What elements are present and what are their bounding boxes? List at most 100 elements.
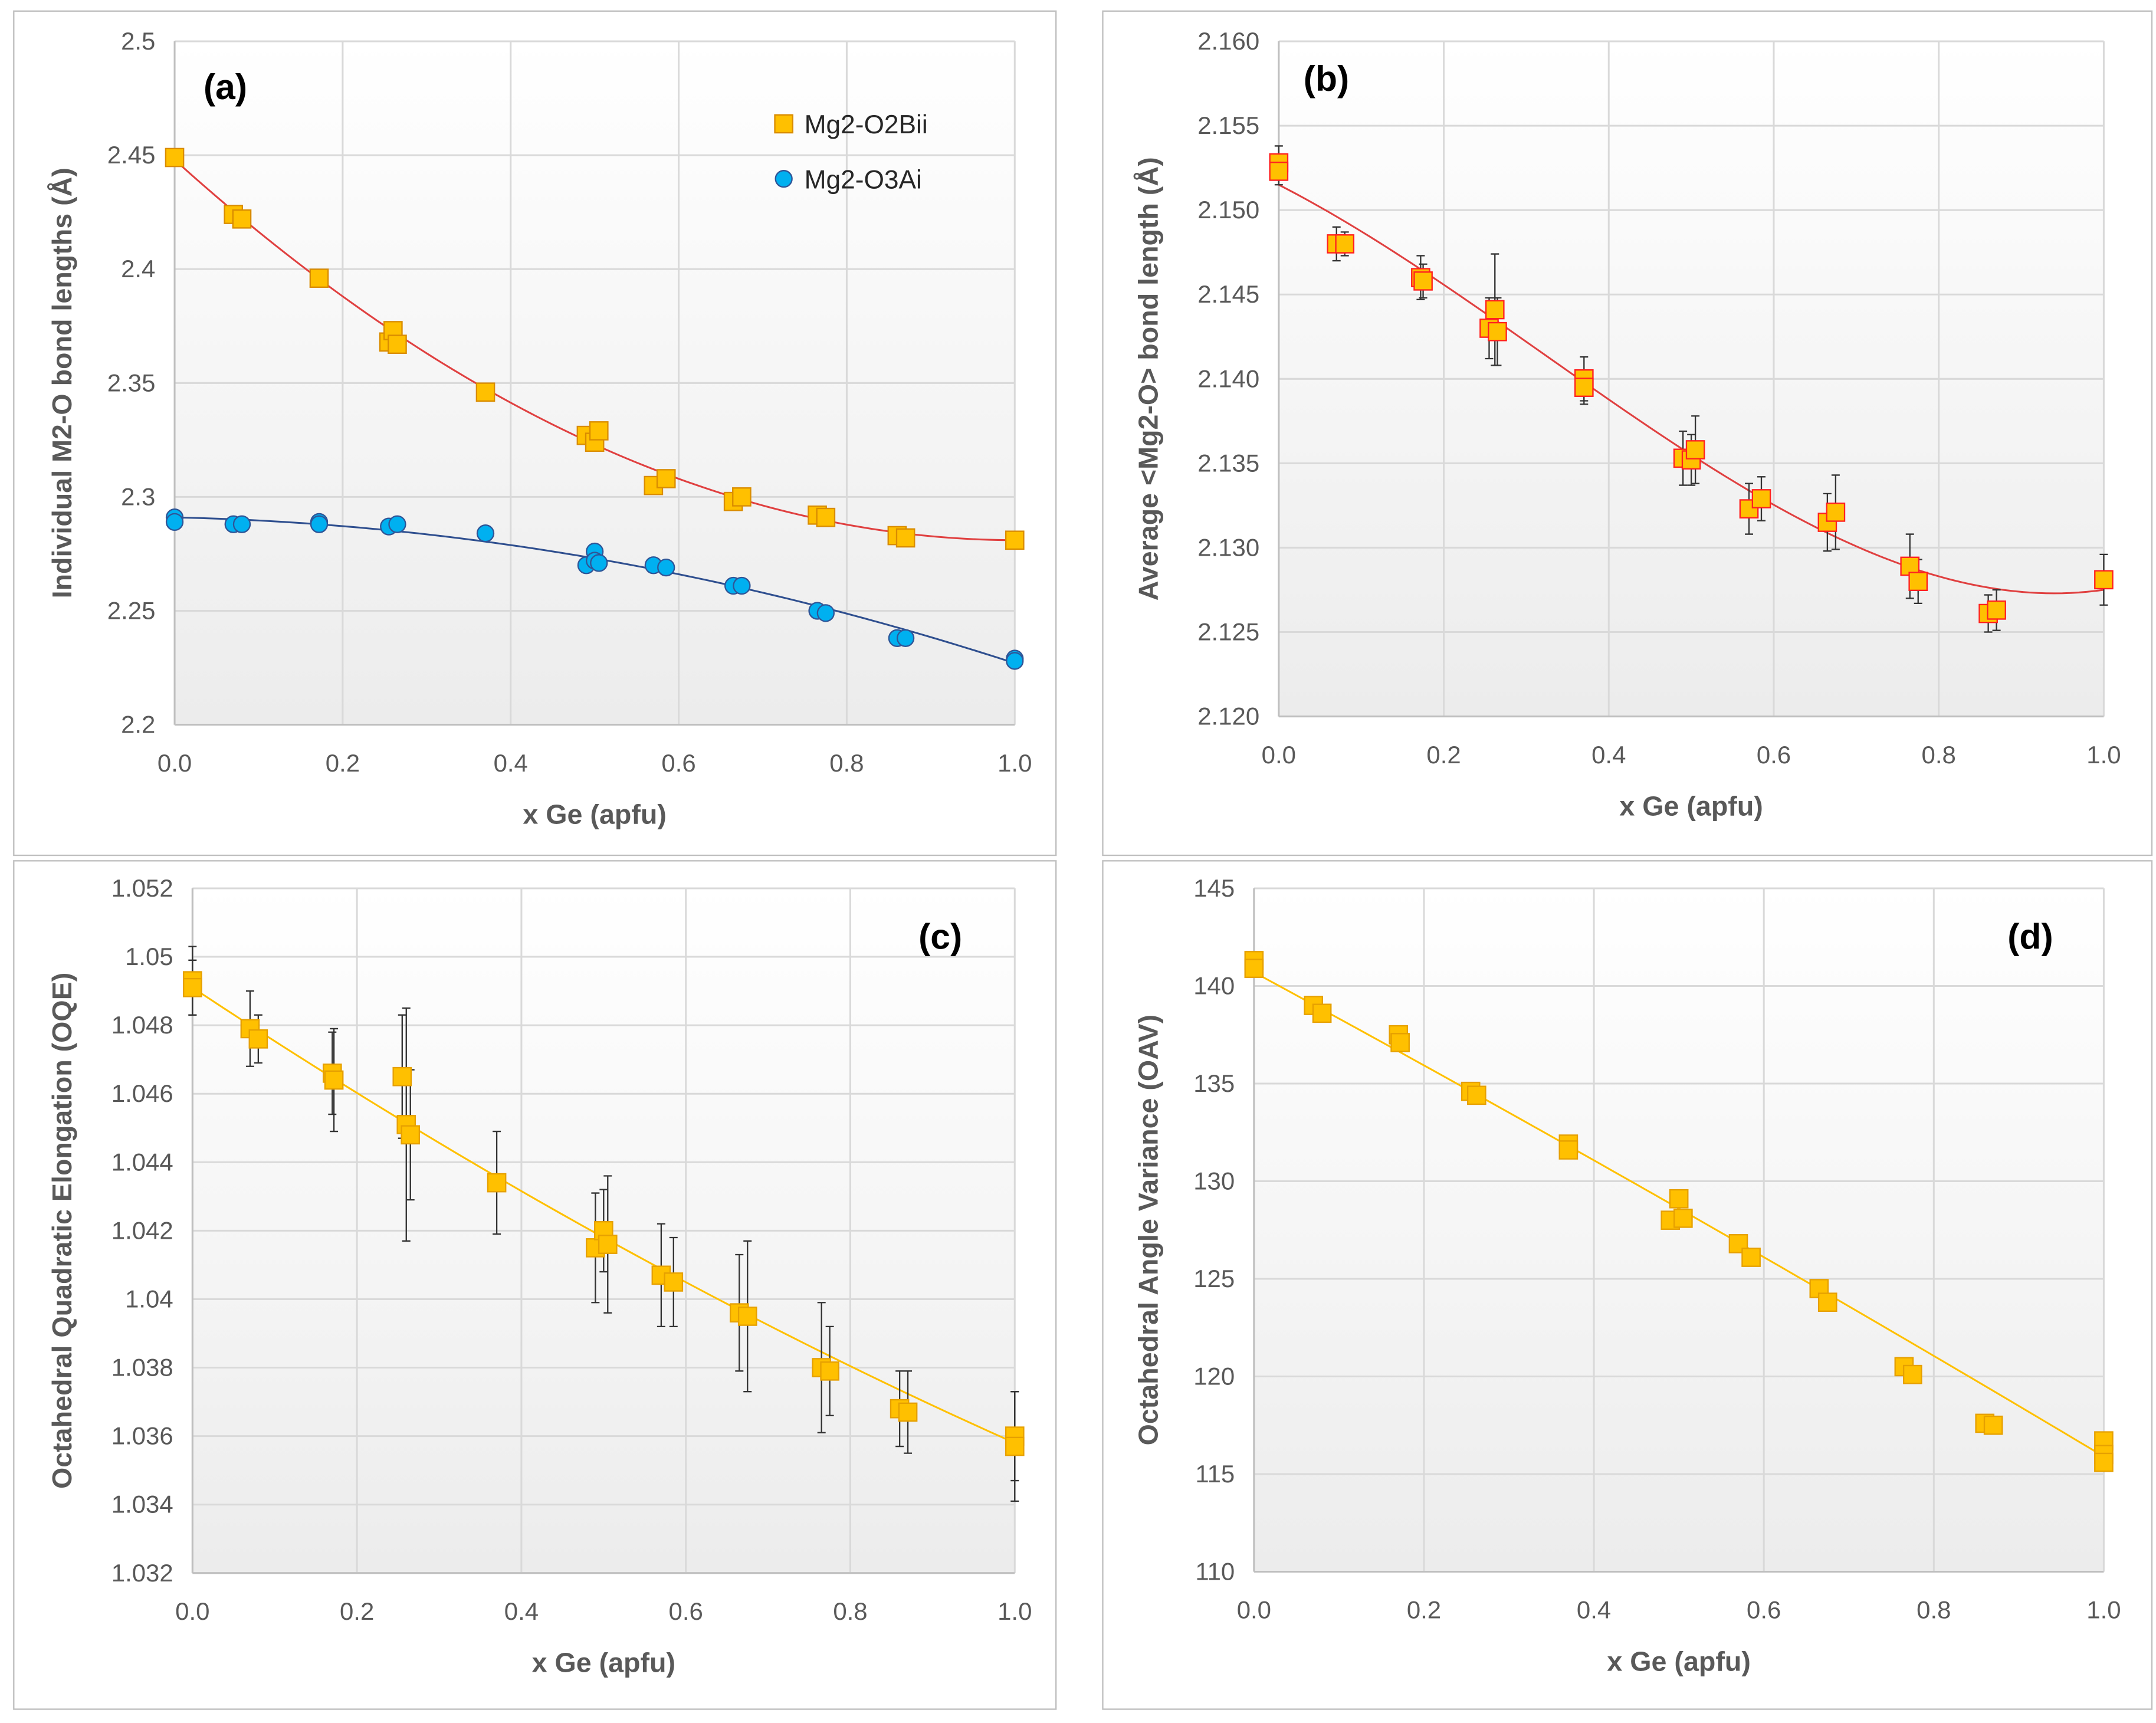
y-tick-label: 2.4: [121, 255, 155, 283]
y-tick-label: 2.125: [1197, 618, 1259, 646]
y-tick-label: 1.042: [111, 1216, 173, 1244]
data-point: [2094, 1452, 2114, 1472]
data-point: [232, 515, 251, 533]
y-tick-label: 1.04: [125, 1285, 173, 1312]
data-point: [165, 513, 184, 531]
y-tick-label: 2.150: [1197, 196, 1259, 224]
panel-label: (d): [2007, 917, 2053, 957]
data-point: [183, 977, 202, 997]
y-tick-label: 2.155: [1197, 111, 1259, 139]
data-point: [1685, 440, 1705, 460]
y-tick-label: 110: [1195, 1557, 1235, 1585]
data-point: [1005, 1436, 1025, 1456]
x-tick-label: 0.0: [1237, 1596, 1271, 1624]
y-tick-label: 2.5: [121, 27, 155, 55]
x-tick-label: 0.2: [1426, 741, 1461, 769]
x-tick-label: 1.0: [2086, 741, 2121, 769]
data-point: [1390, 1033, 1410, 1052]
data-point: [1466, 1085, 1486, 1105]
data-point: [1558, 1140, 1579, 1160]
data-point: [898, 1402, 918, 1422]
data-point: [657, 558, 675, 577]
y-tick-label: 1.032: [111, 1559, 173, 1587]
x-tick-label: 0.8: [1917, 1596, 1951, 1624]
y-tick-label: 1.052: [111, 874, 173, 902]
data-point: [401, 1125, 421, 1145]
plot-area: [1253, 888, 2104, 1572]
data-point: [388, 334, 407, 354]
data-point: [392, 1066, 412, 1087]
data-point: [1485, 300, 1505, 320]
y-tick-label: 2.145: [1197, 280, 1259, 308]
y-axis-title: Average <Mg2-O> bond length (Å): [1133, 157, 1164, 600]
x-tick-label: 0.6: [1747, 1596, 1781, 1624]
x-tick-label: 0.0: [1262, 741, 1296, 769]
data-point: [816, 507, 836, 527]
y-tick-label: 145: [1193, 874, 1235, 902]
data-point: [1669, 1189, 1689, 1209]
y-tick-label: 140: [1193, 972, 1235, 999]
y-tick-label: 1.046: [111, 1079, 173, 1107]
y-tick-label: 2.35: [107, 369, 156, 396]
y-tick-label: 2.120: [1197, 703, 1259, 730]
data-point: [820, 1361, 839, 1381]
y-tick-label: 2.25: [107, 596, 156, 624]
x-tick-label: 0.0: [157, 749, 192, 777]
data-point: [1673, 1209, 1693, 1228]
panel-label: (a): [204, 67, 247, 107]
panel-label: (b): [1304, 58, 1349, 99]
x-axis-title: x Ge (apfu): [1607, 1646, 1750, 1676]
x-axis-title: x Ge (apfu): [532, 1647, 675, 1678]
data-point: [476, 524, 495, 543]
data-point: [1413, 271, 1433, 291]
y-tick-label: 115: [1195, 1460, 1235, 1488]
data-point: [1987, 600, 2006, 620]
legend-marker-circle: [775, 170, 793, 188]
data-point: [310, 515, 329, 533]
x-tick-label: 0.4: [1577, 1596, 1611, 1624]
y-tick-label: 2.45: [107, 141, 156, 169]
data-point: [2094, 570, 2114, 590]
y-tick-label: 1.036: [111, 1422, 173, 1450]
data-point: [309, 268, 329, 288]
data-point: [1269, 162, 1289, 181]
y-tick-label: 1.044: [111, 1148, 173, 1176]
y-tick-label: 2.160: [1197, 27, 1259, 55]
data-point: [896, 629, 915, 647]
x-tick-label: 1.0: [997, 1597, 1032, 1625]
data-point: [656, 469, 676, 488]
data-point: [1826, 503, 1846, 522]
y-tick-label: 130: [1193, 1167, 1235, 1194]
data-point: [324, 1070, 344, 1090]
x-tick-label: 0.6: [1757, 741, 1791, 769]
y-tick-label: 2.140: [1197, 365, 1259, 392]
data-point: [475, 382, 495, 402]
x-tick-label: 0.4: [504, 1597, 539, 1625]
data-point: [1312, 1003, 1332, 1023]
data-point: [388, 515, 406, 533]
y-tick-label: 1.048: [111, 1011, 173, 1039]
x-tick-label: 0.6: [669, 1597, 703, 1625]
data-point: [732, 487, 752, 507]
chart-panel-c: 0.0 0.2 0.4 0.6 0.8 1.0 1.032 1.034 1.036 1.038 1.…: [13, 860, 1057, 1710]
chart-panel-b: 0.0 0.2 0.4 0.6 0.8 1.0 2.120 2.125 2.130 2.135 2.…: [1102, 10, 2153, 856]
x-tick-label: 1.0: [997, 749, 1032, 777]
y-tick-label: 2.2: [121, 711, 155, 739]
x-tick-label: 0.2: [326, 749, 360, 777]
data-point: [598, 1235, 618, 1254]
data-point: [165, 147, 185, 168]
data-point: [1335, 234, 1355, 254]
x-tick-label: 0.8: [1922, 741, 1956, 769]
legend-label: Mg2-O2Bii: [805, 110, 928, 139]
y-tick-label: 125: [1193, 1265, 1235, 1292]
data-point: [737, 1307, 757, 1326]
x-tick-label: 0.2: [1407, 1596, 1441, 1624]
data-point: [1908, 572, 1928, 591]
data-point: [1488, 321, 1507, 342]
y-tick-label: 135: [1193, 1069, 1235, 1097]
data-point: [1902, 1364, 1922, 1384]
data-point: [895, 528, 915, 548]
data-point: [733, 576, 751, 595]
y-tick-label: 120: [1193, 1362, 1235, 1390]
x-tick-label: 0.0: [175, 1597, 209, 1625]
